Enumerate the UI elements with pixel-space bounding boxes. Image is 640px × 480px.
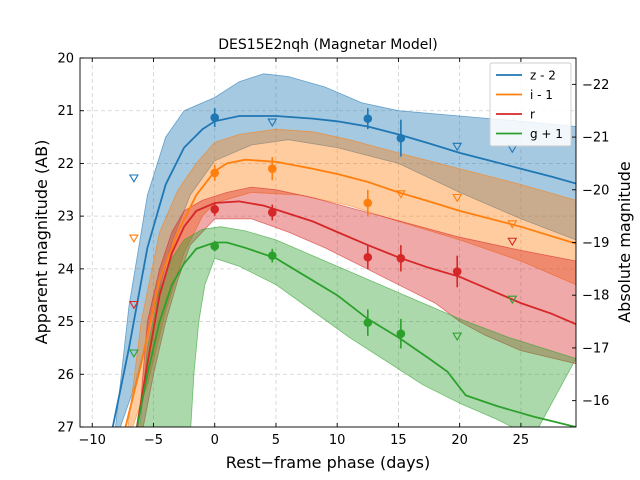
detection-point bbox=[452, 267, 462, 276]
legend-label: z - 2 bbox=[530, 69, 556, 83]
legend-label: g + 1 bbox=[530, 127, 563, 141]
model-lines bbox=[111, 115, 576, 427]
upper-limit-marker bbox=[128, 349, 139, 358]
upper-limit-marker bbox=[395, 190, 406, 199]
model-line bbox=[135, 200, 576, 427]
legend-label: i - 1 bbox=[530, 88, 553, 102]
chart-title: DES15E2nqh (Magnetar Model) bbox=[218, 37, 437, 53]
upper-limit-marker bbox=[267, 118, 278, 127]
y-tick-label: 20 bbox=[57, 52, 74, 67]
model-line bbox=[136, 241, 576, 427]
detection-point bbox=[210, 204, 220, 214]
detection-point bbox=[363, 252, 373, 262]
x-tick-label: 0 bbox=[211, 433, 219, 448]
x-tick-label: 25 bbox=[513, 433, 530, 448]
detection-point bbox=[363, 198, 373, 208]
upper-limit-marker bbox=[507, 237, 518, 247]
legend-label: r bbox=[530, 108, 535, 122]
y-tick-label: 25 bbox=[57, 315, 74, 330]
model-line bbox=[124, 158, 576, 427]
y-tick-label: 21 bbox=[57, 104, 74, 119]
y-tick-label: 22 bbox=[57, 157, 74, 172]
upper-limit-marker bbox=[507, 295, 518, 305]
detection-point bbox=[363, 114, 373, 123]
detection-point bbox=[396, 329, 406, 338]
y-tick-label: 27 bbox=[57, 421, 74, 436]
x-tick-label: 15 bbox=[390, 433, 407, 448]
y-axis-label: Apparent magnitude (AB) bbox=[32, 140, 51, 345]
detection-point bbox=[363, 318, 373, 327]
upper-limit-marker bbox=[128, 300, 139, 310]
legend-box bbox=[489, 62, 572, 147]
y-tick-label: 23 bbox=[57, 210, 74, 225]
data-points bbox=[128, 108, 518, 358]
y-right-tick-label: −22 bbox=[582, 78, 609, 93]
upper-limit-marker bbox=[128, 174, 139, 183]
y-tick-label: 24 bbox=[57, 262, 74, 277]
x-axis-label: Rest−frame phase (days) bbox=[226, 453, 430, 472]
y-axis-right-label: Absolute magnitude bbox=[615, 161, 634, 323]
x-tick-label: −5 bbox=[144, 433, 163, 448]
x-tick-label: 5 bbox=[272, 433, 280, 448]
y-right-tick-label: −20 bbox=[582, 183, 609, 198]
upper-limit-marker bbox=[452, 332, 463, 342]
detection-point bbox=[210, 241, 220, 251]
detection-point bbox=[267, 251, 277, 260]
detection-point bbox=[396, 133, 406, 143]
y-right-tick-label: −21 bbox=[582, 131, 609, 146]
detection-point bbox=[267, 208, 277, 217]
upper-limit-marker bbox=[452, 193, 463, 203]
upper-limit-marker bbox=[507, 220, 518, 229]
model-line bbox=[111, 115, 576, 427]
x-tick-label: −10 bbox=[79, 433, 106, 448]
upper-limit-marker bbox=[452, 142, 463, 152]
y-right-tick-label: −19 bbox=[582, 236, 609, 251]
uncertainty-band bbox=[139, 226, 576, 427]
legend: z - 2 i - 1 r g + 1 bbox=[489, 62, 572, 147]
uncertainty-band bbox=[138, 186, 576, 427]
detection-point bbox=[210, 113, 220, 122]
axis-ticks: −10 −5 0 5 10 15 20 25 20 21 22 23 24 25 26 27 −22 −21 −20… bbox=[57, 52, 609, 449]
detection-point bbox=[396, 254, 406, 263]
y-tick-label: 26 bbox=[57, 368, 74, 383]
detection-point bbox=[210, 168, 220, 178]
upper-limit-marker bbox=[128, 234, 139, 243]
uncertainty-bands bbox=[115, 73, 576, 427]
y-right-tick-label: −16 bbox=[582, 394, 609, 409]
y-right-tick-label: −18 bbox=[582, 289, 609, 304]
y-right-tick-label: −17 bbox=[582, 341, 609, 356]
detection-point bbox=[267, 164, 277, 173]
x-tick-label: 20 bbox=[451, 433, 468, 448]
x-tick-label: 10 bbox=[329, 433, 346, 448]
